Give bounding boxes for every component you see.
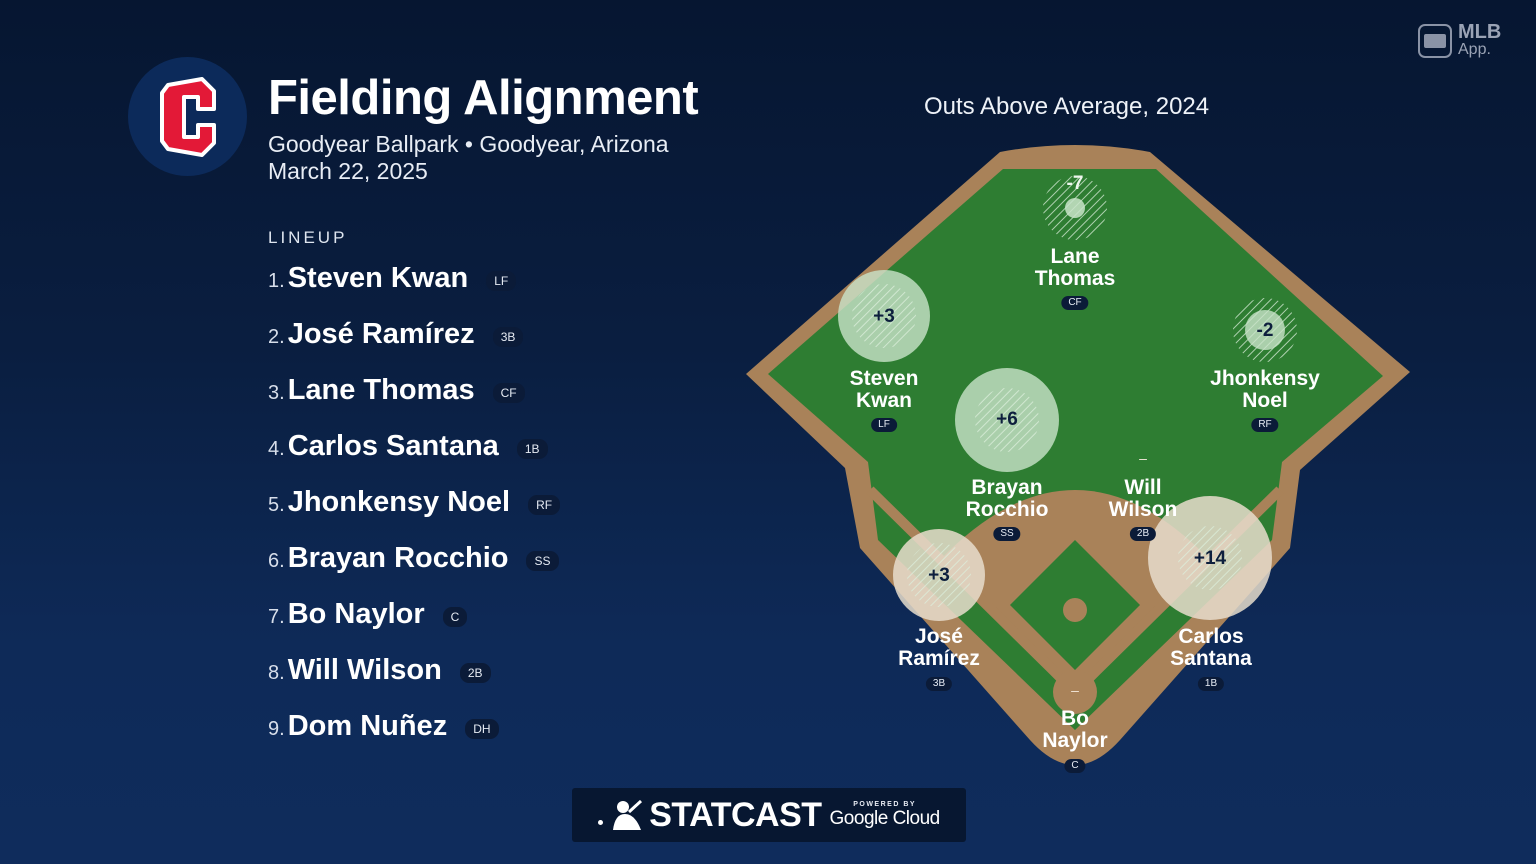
field-pos-badge-lf: LF	[871, 418, 897, 432]
player-name: José Ramírez	[287, 317, 475, 350]
pitchers-mound	[1063, 598, 1087, 622]
player-name: Carlos Santana	[287, 429, 499, 462]
player-name: Jhonkensy Noel	[287, 485, 511, 518]
player-name: Brayan Rocchio	[287, 541, 509, 574]
team-logo	[128, 57, 247, 176]
lineup-item: 7. Bo Naylor C	[268, 594, 468, 634]
oaa-value-c: –	[1071, 682, 1079, 698]
position-badge: SS	[526, 551, 559, 571]
position-badge: DH	[465, 719, 499, 739]
batting-order: 6.	[268, 549, 285, 572]
lineup-item: 5. Jhonkensy Noel RF	[268, 482, 561, 522]
lineup-item: 1. Steven Kwan LF	[268, 258, 517, 298]
batting-order: 3.	[268, 381, 285, 404]
batter-silhouette-icon	[613, 800, 643, 830]
field-pos-badge-1b: 1B	[1197, 677, 1225, 691]
powered-by-label: POWERED BY	[853, 800, 917, 808]
field-player-c: Bo Naylor	[1042, 707, 1108, 752]
batting-order: 9.	[268, 717, 285, 740]
field-player-lf: Steven Kwan	[849, 367, 919, 412]
field-pos-badge-2b: 2B	[1129, 527, 1157, 541]
batting-order: 8.	[268, 661, 285, 684]
home-plate-circle	[1053, 670, 1097, 714]
oaa-value-ss: +6	[996, 409, 1018, 430]
player-name: Dom Nuñez	[287, 709, 448, 742]
google-cloud-label: Google Cloud	[829, 807, 941, 829]
player-name: Steven Kwan	[287, 261, 469, 294]
venue: Goodyear Ballpark • Goodyear, Arizona	[268, 131, 669, 157]
player-name: Bo Naylor	[287, 597, 425, 630]
batting-order: 2.	[268, 325, 285, 348]
statcast-wordmark: STATCAST	[649, 795, 822, 834]
field-pos-badge-3b: 3B	[925, 677, 953, 691]
batting-order: 4.	[268, 437, 285, 460]
field-title: Outs Above Average, 2024	[924, 93, 1210, 120]
field-pos-badge-c: C	[1064, 759, 1086, 773]
lineup-item: 4. Carlos Santana 1B	[268, 426, 548, 466]
mlb-app-subtext: App.	[1458, 41, 1491, 58]
field-player-1b: Carlos Santana	[1170, 625, 1252, 670]
field-pos-badge-rf: RF	[1251, 418, 1279, 432]
statcast-banner: STATCAST POWERED BY Google Cloud	[572, 788, 966, 842]
guardians-c-icon	[160, 77, 216, 157]
lineup-item: 3. Lane Thomas CF	[268, 370, 525, 410]
page-title: Fielding Alignment	[268, 71, 699, 125]
player-name: Will Wilson	[287, 653, 442, 686]
player-name: Lane Thomas	[287, 373, 475, 406]
batting-order: 7.	[268, 605, 285, 628]
field-player-rf: Jhonkensy Noel	[1210, 367, 1320, 412]
field-pos-badge-cf: CF	[1061, 296, 1089, 310]
lineup-item: 8. Will Wilson 2B	[268, 650, 491, 690]
field-pos-badge-ss: SS	[993, 527, 1021, 541]
mlb-app-text: MLB	[1458, 21, 1502, 43]
position-badge: CF	[492, 383, 525, 403]
oaa-value-1b: +14	[1193, 548, 1227, 569]
oaa-value-2b: –	[1139, 450, 1147, 466]
field-player-3b: José Ramírez	[898, 625, 980, 670]
batting-order: 5.	[268, 493, 285, 516]
dot-icon	[598, 819, 604, 825]
position-badge: 3B	[492, 327, 524, 347]
oaa-value-lf: +3	[873, 306, 895, 327]
powered-by: POWERED BY Google Cloud	[829, 800, 941, 830]
field-player-2b: Will Wilson	[1108, 476, 1178, 521]
oaa-value-cf: -7	[1066, 173, 1084, 194]
mlb-app-logo: MLB App.	[1418, 21, 1502, 58]
field-player-ss: Brayan Rocchio	[965, 476, 1049, 521]
lineup-heading: LINEUP	[268, 228, 348, 247]
field-player-cf: Lane Thomas	[1034, 245, 1116, 290]
position-badge: LF	[486, 271, 517, 291]
game-date: March 22, 2025	[268, 158, 428, 184]
lineup-item: 6. Brayan Rocchio SS	[268, 538, 559, 578]
lineup-item: 9. Dom Nuñez DH	[268, 706, 499, 746]
position-badge: C	[442, 607, 468, 627]
position-badge: 1B	[516, 439, 548, 459]
oaa-value-rf: -2	[1256, 320, 1274, 341]
lineup-item: 2. José Ramírez 3B	[268, 314, 524, 354]
position-badge: 2B	[459, 663, 491, 683]
position-badge: RF	[528, 495, 561, 515]
mlb-logo-icon	[1418, 24, 1452, 58]
oaa-value-3b: +3	[928, 565, 950, 586]
batting-order: 1.	[268, 269, 285, 292]
